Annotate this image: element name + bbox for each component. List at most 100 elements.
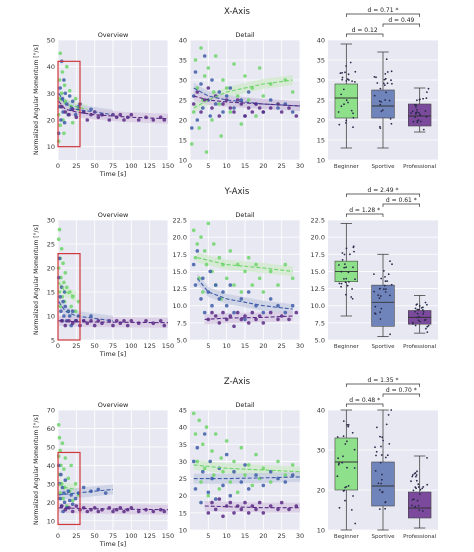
point-beginner — [57, 435, 62, 440]
point-sportive — [375, 450, 378, 453]
y-tick-label: 15 — [179, 137, 187, 145]
x-tick-label: 5 — [206, 162, 210, 170]
y-tick-label: 40 — [179, 37, 187, 45]
x-tick-label: 0 — [188, 162, 192, 170]
point-sportive — [379, 318, 382, 320]
confidence-band-beginner — [197, 252, 293, 277]
y-tick-label: 35 — [179, 441, 187, 449]
significance-bracket — [345, 383, 421, 387]
y-tick-label: 20 — [47, 265, 55, 273]
point-beginner — [341, 71, 343, 74]
point-sportive — [60, 485, 65, 490]
point-professional — [294, 310, 299, 315]
point-professional — [162, 509, 167, 514]
point-sportive — [201, 106, 205, 110]
point-sportive — [385, 91, 387, 94]
point-beginner — [254, 262, 258, 267]
point-professional — [221, 514, 225, 519]
point-beginner — [261, 94, 266, 98]
point-beginner — [69, 463, 73, 468]
point-sportive — [381, 473, 383, 476]
point-sportive — [384, 288, 387, 290]
point-sportive — [190, 126, 194, 130]
y-axis-label: Normalized Angular Momentum [°/s] — [33, 225, 40, 335]
point-beginner — [67, 290, 72, 294]
y-tick-label: 10 — [47, 313, 55, 321]
point-beginner — [210, 118, 214, 122]
point-professional — [416, 316, 419, 319]
point-beginner — [345, 293, 347, 296]
point-beginner — [191, 110, 196, 114]
x-tick-label: 25 — [278, 532, 286, 540]
point-beginner — [344, 263, 346, 265]
point-professional — [210, 106, 214, 110]
point-beginner — [345, 485, 348, 488]
effect-size-label: d = 2.49 * — [368, 187, 399, 194]
point-beginner — [206, 221, 211, 226]
point-sportive — [70, 502, 75, 507]
y-tick-label: 20 — [47, 117, 55, 125]
point-beginner — [70, 498, 75, 503]
point-sportive — [63, 91, 68, 96]
point-professional — [414, 486, 417, 488]
point-sportive — [62, 500, 67, 505]
significance-bracket — [345, 193, 421, 197]
point-professional — [217, 114, 222, 118]
point-beginner — [344, 443, 347, 445]
y-tick-label: 40 — [317, 37, 325, 45]
point-beginner — [221, 78, 225, 82]
point-beginner — [243, 269, 247, 274]
point-beginner — [347, 425, 350, 428]
x-tick-label: 100 — [125, 342, 137, 350]
point-professional — [92, 323, 97, 328]
point-sportive — [62, 314, 66, 318]
trend-line-professional — [204, 315, 293, 320]
point-professional — [287, 106, 291, 110]
significance-bracket — [382, 393, 421, 397]
point-professional — [136, 509, 141, 514]
point-sportive — [381, 436, 384, 439]
point-professional — [411, 504, 413, 507]
point-sportive — [283, 480, 288, 484]
point-beginner — [345, 119, 348, 122]
point-sportive — [374, 305, 377, 308]
point-sportive — [62, 78, 66, 82]
point-beginner — [344, 281, 347, 284]
point-professional — [67, 112, 71, 117]
point-professional — [199, 110, 203, 114]
point-professional — [239, 317, 244, 322]
point-beginner — [224, 276, 229, 281]
effect-size-label: d = 0.70 * — [386, 387, 417, 394]
point-sportive — [201, 469, 205, 474]
y-tick-label: 5.0 — [315, 337, 325, 345]
point-beginner — [204, 262, 209, 267]
y-tick-label: 15.0 — [311, 268, 325, 276]
detail-window-highlight — [57, 451, 81, 526]
panel-title: Overview — [98, 31, 129, 39]
point-sportive — [375, 76, 377, 79]
point-sportive — [385, 58, 388, 61]
x-tick-label: 50 — [91, 162, 99, 170]
point-professional — [243, 500, 247, 505]
box-beginner — [334, 437, 359, 491]
point-professional — [268, 504, 273, 508]
box-sportive — [371, 89, 395, 119]
point-sportive — [58, 496, 62, 501]
point-beginner — [61, 496, 65, 501]
point-sportive — [232, 310, 236, 315]
point-sportive — [61, 299, 65, 304]
point-professional — [232, 324, 236, 329]
point-beginner — [353, 467, 356, 469]
point-professional — [232, 110, 236, 114]
x-tick-label: 10 — [223, 162, 231, 170]
point-sportive — [384, 280, 387, 283]
y-tick-label: 20.0 — [311, 234, 325, 242]
point-beginner — [345, 122, 347, 124]
trend-line-professional — [58, 507, 169, 511]
point-beginner — [69, 304, 73, 309]
point-beginner — [290, 276, 295, 281]
point-professional — [418, 98, 421, 101]
point-sportive — [391, 82, 393, 85]
point-beginner — [342, 88, 345, 91]
